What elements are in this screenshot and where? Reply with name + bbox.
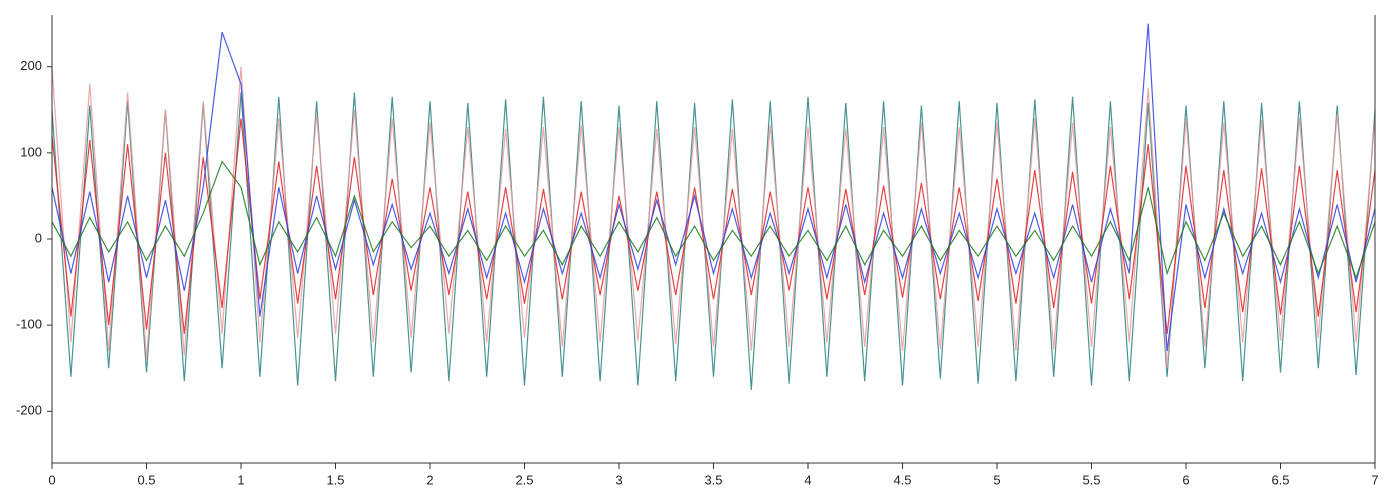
signal-line <box>51 66 1376 369</box>
x-tick-label: 1.5 <box>326 472 344 487</box>
x-tick-label: 2 <box>426 472 433 487</box>
x-tick-label: 3 <box>615 472 622 487</box>
x-tick-label: 3.5 <box>704 472 722 487</box>
y-tick-label: 200 <box>20 58 42 73</box>
x-tick-label: 6 <box>1182 472 1189 487</box>
x-tick-label: 5 <box>993 472 1000 487</box>
x-tick-label: 4.5 <box>893 472 911 487</box>
x-tick-label: 1 <box>237 472 244 487</box>
x-tick-label: 0.5 <box>137 472 155 487</box>
x-tick-label: 6.5 <box>1271 472 1289 487</box>
axes <box>51 15 1376 464</box>
x-tick-label: 0 <box>48 472 55 487</box>
y-tick-label: -100 <box>16 317 42 332</box>
signal-line <box>51 23 1376 352</box>
signal-line <box>51 160 1376 280</box>
x-tick-label: 5.5 <box>1082 472 1100 487</box>
y-tick-label: -200 <box>16 403 42 418</box>
x-tick-label: 7 <box>1371 472 1378 487</box>
signal-line <box>51 118 1376 334</box>
x-tick-label: 4 <box>804 472 811 487</box>
x-tick-label: 2.5 <box>515 472 533 487</box>
y-tick-label: 100 <box>20 144 42 159</box>
y-tick-label: 0 <box>35 230 42 245</box>
